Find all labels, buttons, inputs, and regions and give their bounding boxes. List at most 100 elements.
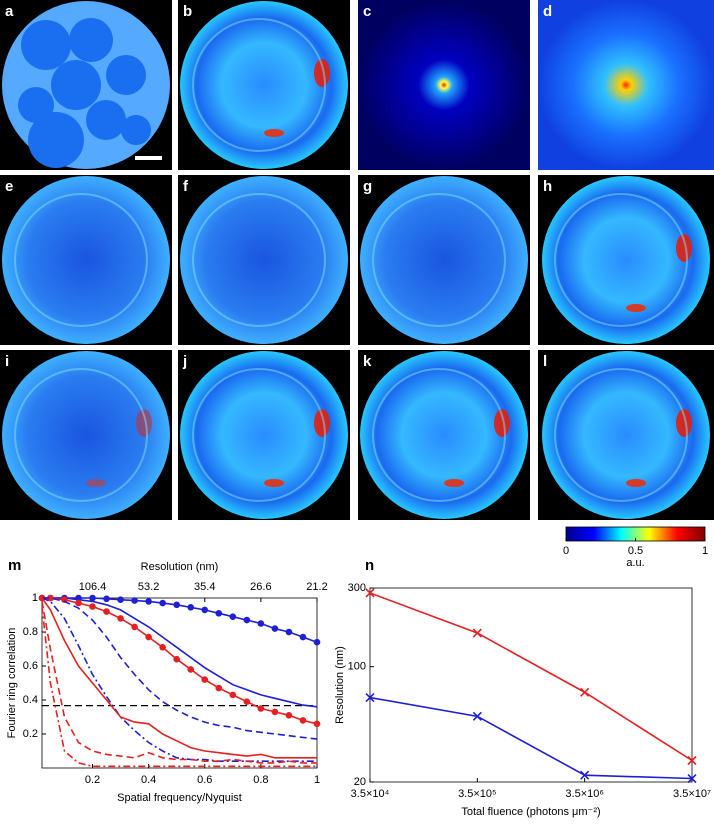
object-cell [21,20,71,70]
data-point [285,712,293,719]
ring [372,193,506,327]
data-point [365,692,375,703]
data-point [313,638,321,646]
data-point [580,687,590,697]
data-point [243,616,251,624]
series-line [42,597,317,759]
series-line [42,601,317,764]
reconstruction [180,1,348,169]
panel-label: j [182,353,187,370]
ring [14,193,148,327]
series-line [370,592,693,762]
plot-frame [369,587,693,783]
reconstruction [180,351,348,519]
y-axis-label: Resolution (nm) [334,646,346,724]
reconstruction [2,176,170,344]
data-point [75,599,82,607]
hotspot [86,479,106,487]
reconstruction [360,351,528,519]
data-point [131,623,138,631]
data-point [472,711,482,721]
colorbar: 0 0.5 1 a.u. [563,526,708,569]
y-tick-label: 0.2 [23,728,38,740]
panel-label: c [363,3,371,20]
hotspot [264,479,284,487]
data-point [243,698,251,705]
panel-label: i [5,353,9,370]
hotspot [314,59,330,87]
chart: m 0.2 0.4 0.6 0.8 1 106.4 53.2 35.4 26.6 21.2 0.2 0.… [6,557,328,804]
x-tick-label: 0.4 [141,774,156,786]
x2-axis-label: Resolution (nm) [141,561,219,573]
object-cell [106,55,146,95]
data-point [271,625,279,632]
data-point [159,599,166,607]
data-point [257,705,265,712]
data-point [173,601,180,609]
data-point [89,603,96,610]
data-point [187,666,195,673]
reconstruction [2,351,170,519]
ring [192,18,326,152]
data-point [299,717,307,724]
panel-label: k [363,353,372,370]
data-point [103,608,110,615]
panel-label: b [183,3,192,20]
data-point [47,594,54,602]
y-tick-label: 0.8 [23,626,38,638]
x-tick-label: 1 [314,774,320,786]
x-axis-label: Spatial frequency/Nyquist [117,792,242,804]
data-point [687,773,697,784]
charts: m 0.2 0.4 0.6 0.8 1 106.4 53.2 35.4 26.6 21.2 0.2 0.… [6,557,711,818]
data-point [131,597,138,604]
object-cell [51,60,101,110]
y-tick-label: 1 [32,592,38,604]
reconstruction [542,351,710,519]
x-tick-label: 3.5×10⁶ [565,788,603,800]
x2-tick-label: 21.2 [306,581,327,593]
series-line [42,606,317,768]
x-tick-label: 0.6 [197,774,212,786]
data-point [159,644,166,651]
image-grid: a b c d e f g h i j k l [0,0,714,520]
data-point [215,684,223,692]
ring [14,368,148,502]
x2-tick-label: 35.4 [194,581,215,593]
panel-label: a [5,3,14,20]
hotspot [676,409,692,437]
y-tick-label: 0.6 [23,660,38,672]
data-point [145,633,152,641]
hotspot [444,479,464,487]
object-cell [86,100,126,140]
data-point [215,610,223,617]
hotspot [494,409,510,437]
data-point [201,676,209,683]
data-point [117,615,124,622]
y-tick-label: 20 [354,776,366,788]
x-tick-label: 3.5×10⁷ [673,788,711,800]
x-tick-label: 3.5×10⁵ [458,788,497,800]
data-point [285,628,293,636]
data-point [687,755,697,766]
colorbar-tick-label: 0 [563,545,569,557]
data-point [201,606,209,614]
data-point [173,655,180,663]
x2-tick-label: 26.6 [250,581,271,593]
hotspot [626,479,646,487]
colorbar-tick-label: 0.5 [628,545,643,557]
series-line [370,696,693,780]
x-tick-label: 0.8 [253,774,268,786]
panel-label: h [543,178,552,195]
data-point [472,628,482,638]
object-cell [28,112,84,168]
y-tick-label: 300 [348,582,366,594]
hotspot [676,234,692,262]
colorbar-label: a.u. [626,557,644,569]
object-cell [18,87,54,123]
ring [192,368,326,502]
x-tick-label: 0.2 [85,774,100,786]
panel-label: g [363,178,372,195]
colorbar-tick-label: 1 [702,545,708,557]
data-point [117,596,124,603]
ring [554,368,688,502]
